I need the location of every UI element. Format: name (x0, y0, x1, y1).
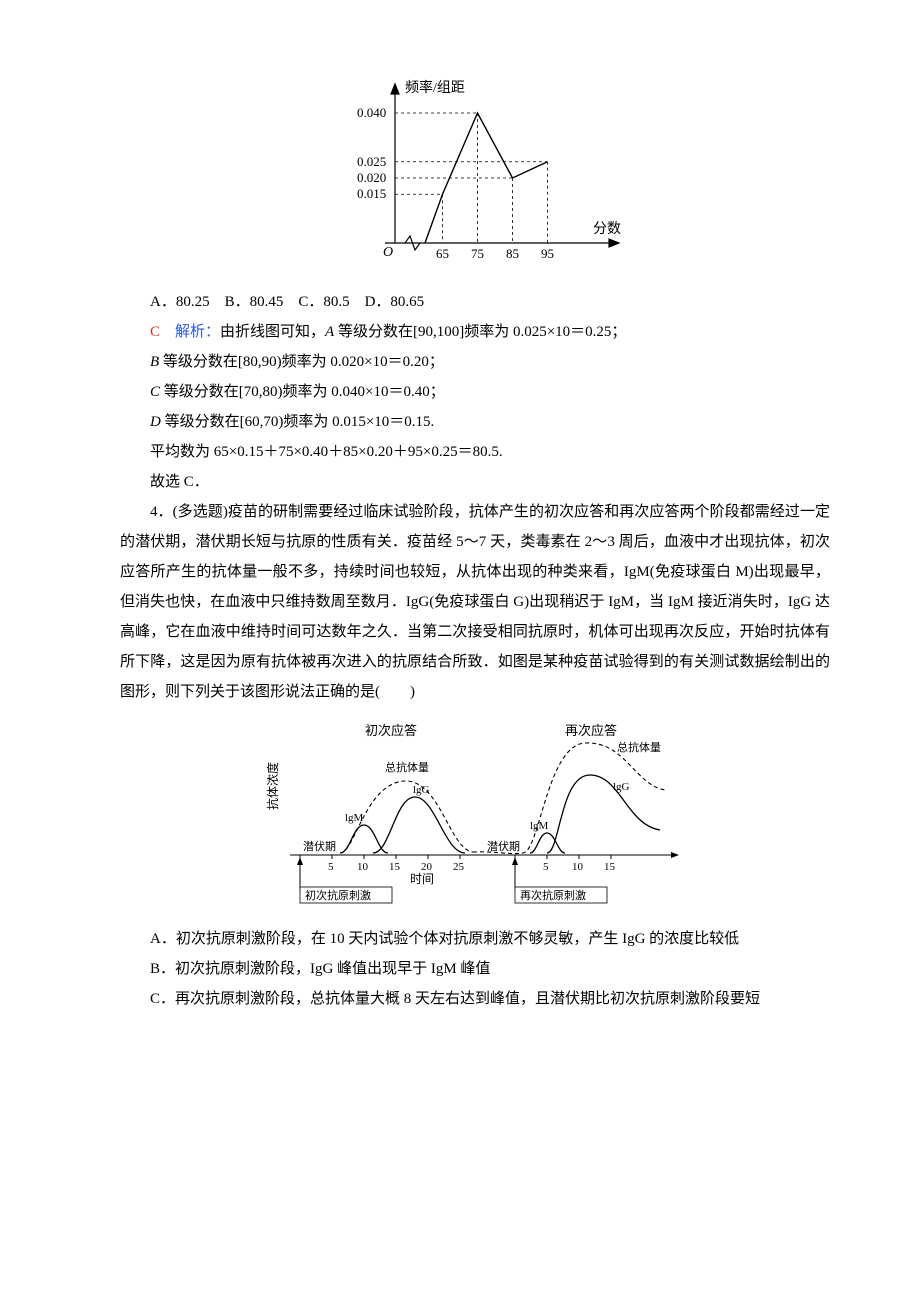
title-right: 再次应答 (565, 723, 617, 738)
grade-D: D (150, 414, 161, 430)
grade-A: A (325, 324, 334, 340)
q4-optC: C．再次抗原刺激阶段，总抗体量大概 8 天左右达到峰值，且潜伏期比初次抗原刺激阶… (120, 984, 830, 1014)
latent-left: 潜伏期 (303, 839, 336, 853)
ylabel: 频率/组距 (405, 79, 465, 96)
text: 等级分数在[80,90)频率为 0.020×10＝0.20； (159, 354, 444, 370)
text: 等级分数在[70,80)频率为 0.040×10＝0.40； (160, 384, 445, 400)
ytick: 0.025 (357, 154, 386, 169)
q3-line5: 平均数为 65×0.15＋75×0.40＋85×0.20＋95×0.25＝80.… (120, 437, 830, 467)
q4-optB: B．初次抗原刺激阶段，IgG 峰值出现早于 IgM 峰值 (120, 954, 830, 984)
text: 等级分数在[60,70)频率为 0.015×10＝0.15. (161, 414, 434, 430)
q3-line4: D 等级分数在[60,70)频率为 0.015×10＝0.15. (120, 407, 830, 437)
q3-choices: A．80.25 B．80.45 C．80.5 D．80.65 (120, 287, 830, 317)
svg-text:10: 10 (572, 861, 584, 873)
xtick: 75 (471, 246, 484, 261)
svg-text:25: 25 (453, 861, 465, 873)
text: 等级分数在[90,100]频率为 0.025×10＝0.25； (334, 324, 626, 340)
xtick: 85 (506, 246, 519, 261)
total-right: 总抗体量 (617, 740, 661, 754)
xlabel: 分数 (593, 221, 621, 237)
svg-text:15: 15 (389, 861, 401, 873)
q3-line6: 故选 C． (120, 467, 830, 497)
ytick: 0.015 (357, 186, 386, 201)
q3-line3: C 等级分数在[70,80)频率为 0.040×10＝0.40； (120, 377, 830, 407)
svg-text:lgG: lgG (613, 781, 630, 793)
ytick: 0.040 (357, 105, 386, 120)
answer-letter: C (150, 324, 160, 340)
svg-text:15: 15 (604, 861, 616, 873)
svg-text:10: 10 (357, 861, 369, 873)
grade-C: C (150, 384, 160, 400)
xtick: 65 (436, 246, 449, 261)
title-left: 初次应答 (365, 723, 417, 738)
grade-B: B (150, 354, 159, 370)
ylabel: 抗体浓度 (265, 762, 280, 810)
q3-answer-line: C 解析：由折线图可知，A 等级分数在[90,100]频率为 0.025×10＝… (120, 317, 830, 347)
latent-right: 潜伏期 (487, 839, 520, 853)
xtick: 95 (541, 246, 554, 261)
answer-label: 解析： (160, 324, 220, 340)
svg-text:5: 5 (543, 861, 549, 873)
total-left: 总抗体量 (385, 760, 429, 774)
q3-line2: B 等级分数在[80,90)频率为 0.020×10＝0.20； (120, 347, 830, 377)
text: 由折线图可知， (220, 324, 325, 340)
svg-text:lgG: lgG (413, 784, 430, 796)
antibody-chart: 抗体浓度 5 10 15 20 25 5 10 15 时间 初次应答 再次应答 … (120, 715, 830, 916)
box-left: 初次抗原刺激 (305, 888, 371, 902)
ytick: 0.020 (357, 170, 386, 185)
q4-stem: 4．(多选题)疫苗的研制需要经过临床试验阶段，抗体产生的初次应答和再次应答两个阶… (120, 497, 830, 707)
svg-text:5: 5 (328, 861, 334, 873)
xlabel: 时间 (410, 872, 434, 886)
frequency-chart: 频率/组距 分数 O 0.040 0.025 0.020 0.015 65 75… (120, 78, 830, 279)
q4-optA: A．初次抗原刺激阶段，在 10 天内试验个体对抗原刺激不够灵敏，产生 IgG 的… (120, 924, 830, 954)
origin-label: O (383, 245, 393, 260)
box-right: 再次抗原刺激 (520, 888, 586, 902)
